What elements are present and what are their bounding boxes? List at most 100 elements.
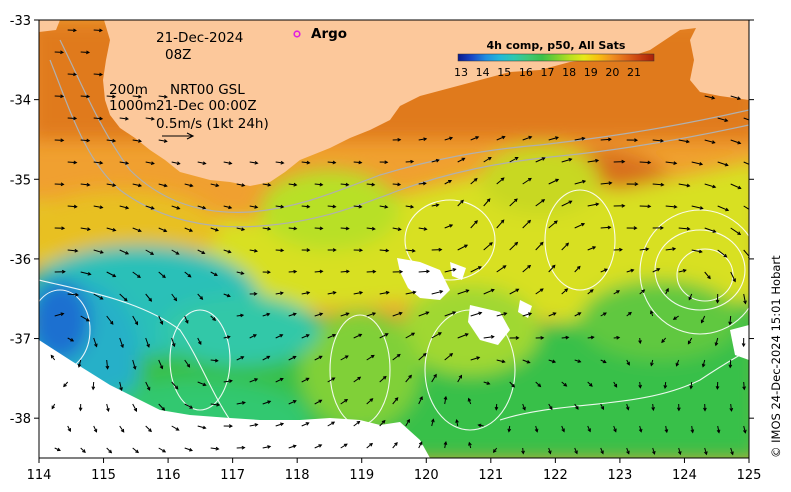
velocity-arrow bbox=[522, 136, 532, 141]
velocity-arrowhead bbox=[561, 428, 565, 433]
velocity-arrowhead bbox=[343, 443, 348, 448]
velocity-arrowhead bbox=[357, 376, 362, 381]
velocity-arrow bbox=[340, 355, 349, 361]
velocity-arrowhead bbox=[176, 161, 181, 166]
velocity-arrowhead bbox=[293, 269, 298, 274]
velocity-arrowhead bbox=[372, 269, 377, 274]
velocity-arrow bbox=[327, 377, 335, 383]
velocity-arrowhead bbox=[280, 422, 285, 427]
velocity-arrowhead bbox=[486, 198, 491, 203]
velocity-arrow bbox=[561, 158, 572, 163]
velocity-arrow bbox=[600, 226, 611, 229]
velocity-arrow bbox=[496, 265, 506, 273]
velocity-arrowhead bbox=[663, 385, 668, 390]
velocity-arrow bbox=[730, 271, 736, 282]
velocity-arrowhead bbox=[174, 385, 179, 390]
velocity-arrowhead bbox=[665, 287, 669, 292]
velocity-arrow bbox=[262, 183, 271, 186]
velocity-arrowhead bbox=[411, 332, 416, 336]
velocity-arrowhead bbox=[125, 205, 130, 210]
velocity-arrowhead bbox=[689, 385, 694, 390]
velocity-arrow bbox=[431, 290, 443, 295]
velocity-arrowhead bbox=[685, 139, 690, 144]
velocity-arrowhead bbox=[501, 135, 506, 140]
velocity-arrow bbox=[145, 161, 154, 165]
velocity-arrowhead bbox=[521, 450, 525, 455]
velocity-arrow bbox=[496, 136, 505, 141]
velocity-arrowhead bbox=[676, 407, 681, 412]
colorbar-tick-label: 16 bbox=[519, 66, 533, 79]
velocity-arrowhead bbox=[306, 291, 311, 295]
velocity-arrowhead bbox=[626, 450, 630, 455]
velocity-arrow bbox=[392, 183, 401, 186]
velocity-arrow bbox=[600, 138, 611, 141]
velocity-arrowhead bbox=[449, 136, 454, 141]
velocity-arrowhead bbox=[487, 156, 492, 161]
velocity-arrow bbox=[392, 312, 402, 317]
colorbar-tick-label: 20 bbox=[605, 66, 619, 79]
velocity-arrow bbox=[418, 138, 427, 141]
velocity-arrowhead bbox=[202, 161, 207, 165]
vector-scale-label: 0.5m/s (1kt 24h) bbox=[156, 116, 269, 132]
velocity-arrowhead bbox=[319, 312, 324, 317]
velocity-arrow bbox=[418, 396, 423, 405]
velocity-arrow bbox=[665, 248, 676, 251]
colorbar-tick-label: 15 bbox=[497, 66, 511, 79]
velocity-arrowhead bbox=[704, 451, 708, 456]
velocity-arrowhead bbox=[384, 160, 389, 165]
velocity-arrow bbox=[93, 205, 103, 209]
velocity-arrow bbox=[353, 205, 362, 208]
velocity-arrow bbox=[249, 205, 258, 208]
velocity-arrow bbox=[405, 291, 416, 295]
velocity-arrowhead bbox=[418, 441, 423, 446]
velocity-arrow bbox=[652, 183, 664, 186]
x-tick-label: 117 bbox=[220, 468, 245, 483]
velocity-arrow bbox=[509, 381, 515, 388]
velocity-arrowhead bbox=[448, 180, 453, 184]
velocity-arrow bbox=[145, 117, 154, 120]
velocity-arrow bbox=[301, 161, 310, 164]
velocity-arrowhead bbox=[698, 249, 703, 254]
land-australia bbox=[103, 20, 749, 186]
velocity-arrow bbox=[301, 422, 309, 427]
velocity-arrowhead bbox=[682, 269, 687, 273]
velocity-arrowhead bbox=[452, 268, 457, 272]
velocity-arrow bbox=[119, 381, 123, 391]
velocity-arrow bbox=[132, 359, 136, 370]
velocity-arrow bbox=[353, 291, 363, 295]
velocity-arrowhead bbox=[568, 157, 573, 162]
velocity-arrowhead bbox=[647, 204, 652, 209]
velocity-arrow bbox=[249, 378, 258, 383]
velocity-arrow bbox=[249, 424, 258, 427]
velocity-arrowhead bbox=[634, 182, 639, 186]
velocity-arrow bbox=[457, 200, 464, 207]
velocity-arrowhead bbox=[70, 338, 75, 342]
velocity-arrowhead bbox=[589, 289, 594, 293]
velocity-arrowhead bbox=[356, 420, 361, 425]
velocity-arrow bbox=[314, 355, 323, 361]
velocity-arrowhead bbox=[82, 449, 86, 454]
velocity-arrow bbox=[93, 293, 103, 300]
velocity-arrow bbox=[275, 205, 284, 208]
velocity-arrowhead bbox=[590, 335, 595, 340]
velocity-arrow bbox=[80, 183, 90, 186]
velocity-arrow bbox=[379, 249, 389, 252]
velocity-arrowhead bbox=[714, 342, 719, 347]
velocity-arrowhead bbox=[99, 205, 104, 209]
velocity-arrowhead bbox=[699, 162, 704, 166]
velocity-arrowhead bbox=[215, 446, 220, 451]
velocity-arrow bbox=[171, 381, 179, 390]
y-tick-label: -34 bbox=[10, 94, 31, 109]
velocity-arrow bbox=[327, 334, 336, 339]
velocity-arrowhead bbox=[267, 226, 272, 231]
velocity-arrowhead bbox=[384, 333, 389, 337]
velocity-arrow bbox=[548, 136, 559, 141]
velocity-arrowhead bbox=[189, 447, 193, 452]
velocity-arrowhead bbox=[468, 441, 472, 446]
velocity-arrow bbox=[249, 334, 257, 339]
velocity-arrow bbox=[522, 359, 530, 364]
velocity-arrow bbox=[379, 376, 387, 383]
velocity-arrow bbox=[301, 205, 310, 208]
colorbar-tick-label: 18 bbox=[562, 66, 576, 79]
velocity-arrowhead bbox=[467, 397, 472, 402]
